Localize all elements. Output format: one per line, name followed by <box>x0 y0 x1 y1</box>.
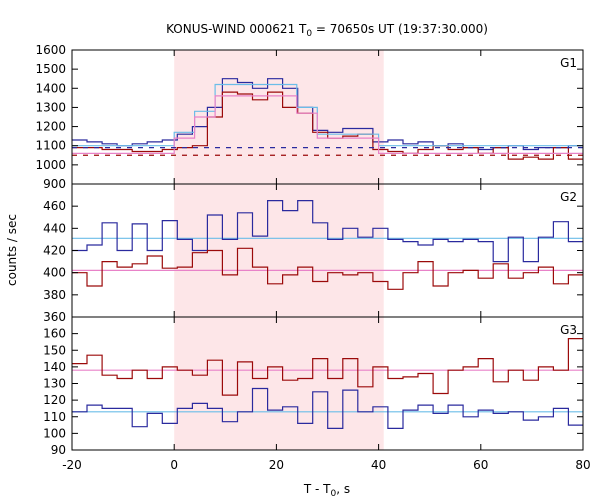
xtick-label: 40 <box>371 458 386 472</box>
panel-g3-ytick-label: 120 <box>43 393 66 407</box>
panel-g3-series-group <box>72 338 583 429</box>
panel-g2-ytick-label: 400 <box>43 266 66 280</box>
panel-g1-label: G1 <box>560 56 577 70</box>
panel-g1-ytick-label: 1200 <box>35 120 66 134</box>
panel-g1-ytick-label: 900 <box>43 177 66 191</box>
panel-g1-series-pink <box>72 95 583 154</box>
panel-g3-ytick-label: 160 <box>43 327 66 341</box>
xtick-label: 60 <box>473 458 488 472</box>
panel-g3-ytick-label: 150 <box>43 343 66 357</box>
series-layer <box>72 78 583 429</box>
panel-g3-ytick-label: 110 <box>43 410 66 424</box>
xtick-label: 0 <box>170 458 178 472</box>
x-axis-label-sub: 0 <box>331 489 337 499</box>
panel-g1-ytick-label: 1000 <box>35 158 66 172</box>
panel-g2-series-group <box>72 200 583 290</box>
y-axis-label: counts / sec <box>5 214 19 286</box>
panel-g3-series-darkred <box>72 338 583 396</box>
panel-g3-ytick-label: 130 <box>43 377 66 391</box>
chart-title-rest: = 70650s UT (19:37:30.000) <box>312 22 488 36</box>
chart-title-sub: 0 <box>306 29 312 39</box>
x-axis-label-main: T - T <box>303 482 331 496</box>
panel-g1-ytick-label: 1300 <box>35 100 66 114</box>
xtick-label: 80 <box>575 458 590 472</box>
text-layer: KONUS-WIND 000621 T0 = 70650s UT (19:37:… <box>5 22 591 499</box>
panel-g2-series-darkred <box>72 247 583 290</box>
frame-layer <box>71 49 584 451</box>
panel-g2-ytick-label: 360 <box>43 310 66 324</box>
panel-g1-ytick-label: 1100 <box>35 139 66 153</box>
xtick-label: -20 <box>62 458 82 472</box>
panel-g3-ytick-label: 140 <box>43 360 66 374</box>
panel-g3-ytick-label: 90 <box>51 443 66 457</box>
panel-g3-series-blue <box>72 387 583 429</box>
panel-g1-ytick-label: 1600 <box>35 43 66 57</box>
panel-g1-series-group <box>72 78 583 160</box>
panel-g2-series-blue <box>72 200 583 263</box>
panel-g2-ytick-label: 420 <box>43 244 66 258</box>
chart-title-main: KONUS-WIND 000621 T <box>166 22 307 36</box>
panel-g2-label: G2 <box>560 190 577 204</box>
panel-g2-ytick-label: 440 <box>43 221 66 235</box>
x-axis-label: T - T0, s <box>303 482 350 499</box>
chart-title: KONUS-WIND 000621 T0 = 70650s UT (19:37:… <box>166 22 488 39</box>
xtick-label: 20 <box>269 458 284 472</box>
panel-g3-label: G3 <box>560 323 577 337</box>
panel-g2-ytick-label: 380 <box>43 288 66 302</box>
x-axis-label-rest: , s <box>336 482 350 496</box>
panel-g1-ytick-label: 1500 <box>35 62 66 76</box>
panel-g1-ytick-label: 1400 <box>35 81 66 95</box>
panel-g2-ytick-label: 460 <box>43 199 66 213</box>
panel-g3-ytick-label: 100 <box>43 426 66 440</box>
